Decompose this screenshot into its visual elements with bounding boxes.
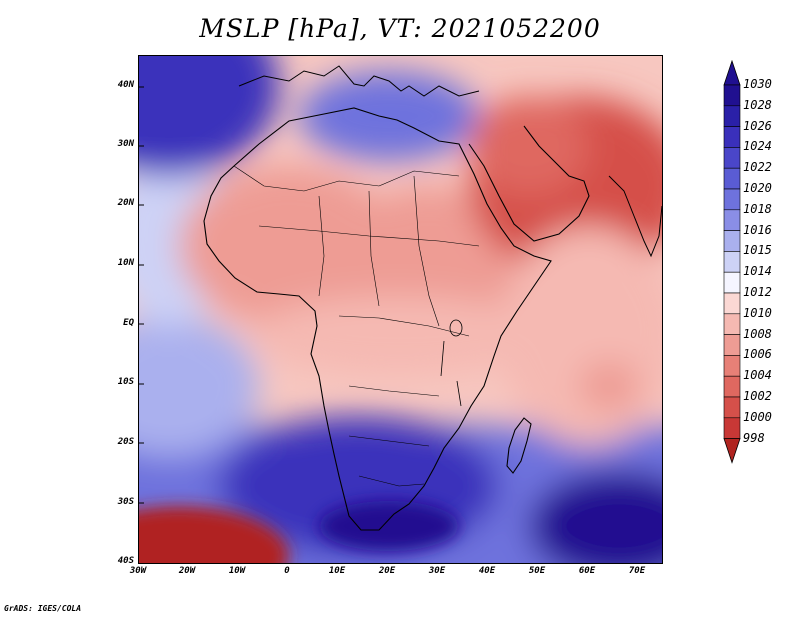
lat-label: 40N <box>117 80 134 90</box>
colorbar-bottom-arrow <box>723 438 741 464</box>
colorbar-level-label: 1022 <box>743 160 772 175</box>
field-azores-high <box>139 56 279 176</box>
field-equatorial-belt <box>249 296 549 376</box>
colorbar-swatch <box>723 334 741 356</box>
lon-label: 20E <box>378 566 396 576</box>
africa-coastline <box>203 107 552 531</box>
colorbar-swatch <box>723 292 741 315</box>
field-indian-ocean-high <box>529 471 662 563</box>
pressure-map <box>138 55 663 564</box>
lat-label: 20N <box>117 198 134 208</box>
field-ocean-low <box>579 361 639 411</box>
colorbar-level-label: 1004 <box>743 368 772 383</box>
colorbar-level-label: 1010 <box>743 305 772 320</box>
colorbar-swatch <box>723 188 741 211</box>
field-cape-high <box>319 501 459 551</box>
lon-label: 30E <box>428 566 446 576</box>
madagascar-coastline <box>506 417 532 474</box>
colorbar-swatch <box>723 355 741 377</box>
colorbar-level-label: 1026 <box>743 118 772 133</box>
colorbar-level-label: 1002 <box>743 389 772 403</box>
field-atlantic-high <box>139 316 259 456</box>
colorbar-swatch <box>723 375 741 398</box>
country-borders <box>233 165 480 487</box>
map-title: MSLP [hPa], VT: 2021052200 <box>199 14 601 43</box>
colorbar-swatch <box>723 251 741 273</box>
graticule <box>139 86 144 504</box>
colorbar-swatch <box>723 147 741 169</box>
colorbar-level-label: 1000 <box>743 409 772 424</box>
lakes <box>440 319 463 407</box>
colorbar-level-label: 1016 <box>743 222 772 237</box>
colorbar-level-label: 1024 <box>743 139 772 154</box>
india-coastline <box>608 175 662 258</box>
colorbar-level-label: 1015 <box>743 243 772 258</box>
colorbar-swatch <box>723 230 741 252</box>
lat-label: 40S <box>117 556 134 566</box>
colorbar-level-label: 1028 <box>743 97 772 112</box>
colorbar-swatch <box>723 126 741 148</box>
colorbar-level-label: 1020 <box>743 181 772 195</box>
lon-label: 0 <box>284 566 290 576</box>
credit-text: GrADS: IGES/COLA <box>4 604 82 613</box>
lat-label: 10N <box>117 258 134 268</box>
colorbar-swatch <box>723 105 741 127</box>
colorbar-level-label: 1008 <box>743 326 772 341</box>
colorbar-swatch <box>723 417 741 439</box>
field-mediterranean <box>299 71 479 161</box>
lon-label: 40E <box>478 566 496 576</box>
colorbar-swatch <box>723 313 741 335</box>
colorbar-level-label: 1006 <box>743 347 772 362</box>
colorbar-level-label: 1018 <box>743 201 772 216</box>
colorbar-swatch <box>723 209 741 231</box>
lon-label: 70E <box>628 566 646 576</box>
lat-label: 30N <box>117 139 134 149</box>
colorbar-swatch <box>723 271 741 294</box>
lat-label: 20S <box>117 437 134 447</box>
colorbar <box>723 60 741 464</box>
field-iraq-low <box>469 96 589 196</box>
lat-label: EQ <box>123 318 134 328</box>
colorbar-level-label: 998 <box>743 430 765 445</box>
lon-label: 10E <box>328 566 346 576</box>
colorbar-swatch <box>723 84 741 107</box>
lon-label: 30W <box>129 566 147 576</box>
colorbar-top-arrow <box>723 60 741 86</box>
lon-label: 20W <box>178 566 196 576</box>
lat-label: 10S <box>117 377 134 387</box>
colorbar-level-label: 1014 <box>743 264 772 279</box>
lon-label: 60E <box>578 566 596 576</box>
lon-label: 10W <box>228 566 246 576</box>
arabia-coastline <box>468 125 590 242</box>
lon-label: 50E <box>528 566 546 576</box>
colorbar-swatch <box>723 396 741 419</box>
colorbar-level-label: 1030 <box>743 77 772 91</box>
europe-coastline <box>238 65 480 97</box>
colorbar-swatch <box>723 167 741 190</box>
pressure-field <box>139 56 662 563</box>
field-sw-low <box>139 506 289 563</box>
lat-label: 30S <box>117 497 134 507</box>
colorbar-level-label: 1012 <box>743 285 772 299</box>
